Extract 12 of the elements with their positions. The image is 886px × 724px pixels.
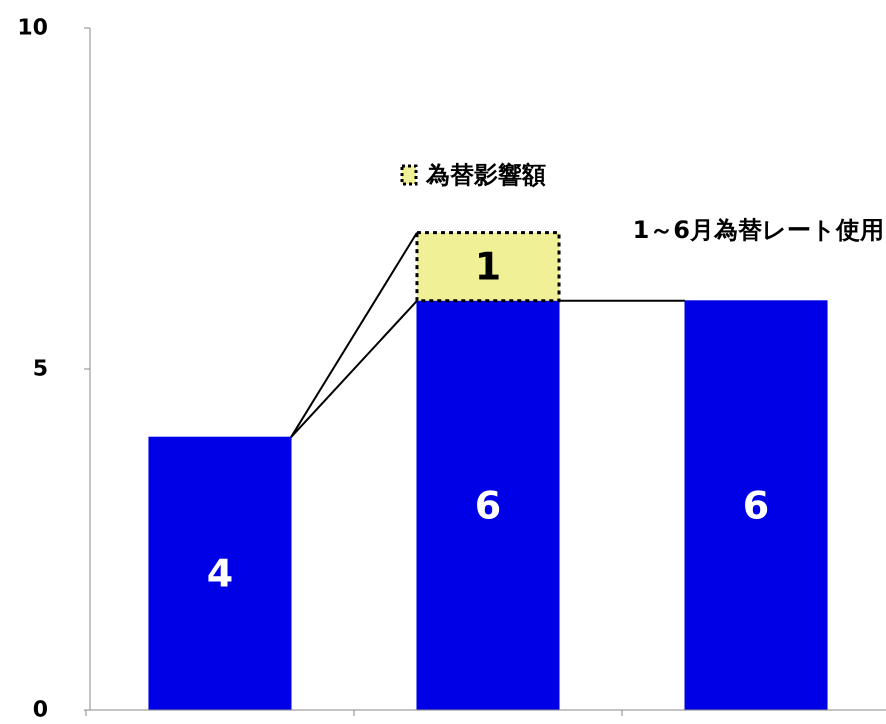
bar bbox=[416, 300, 560, 710]
y-tick-label: 5 bbox=[32, 356, 48, 382]
data-label: 4 bbox=[206, 552, 234, 596]
data-label: 6 bbox=[742, 483, 770, 528]
data-label: 6 bbox=[474, 483, 502, 528]
y-tick-label: 0 bbox=[32, 698, 48, 722]
data-label: 1 bbox=[474, 244, 502, 289]
bar bbox=[684, 300, 828, 710]
legend-label: 為替影響額 bbox=[425, 161, 546, 189]
y-tick-label: 10 bbox=[17, 16, 48, 40]
bar bbox=[148, 436, 292, 710]
annotation: 1～6月為替レート使用 bbox=[632, 216, 884, 244]
